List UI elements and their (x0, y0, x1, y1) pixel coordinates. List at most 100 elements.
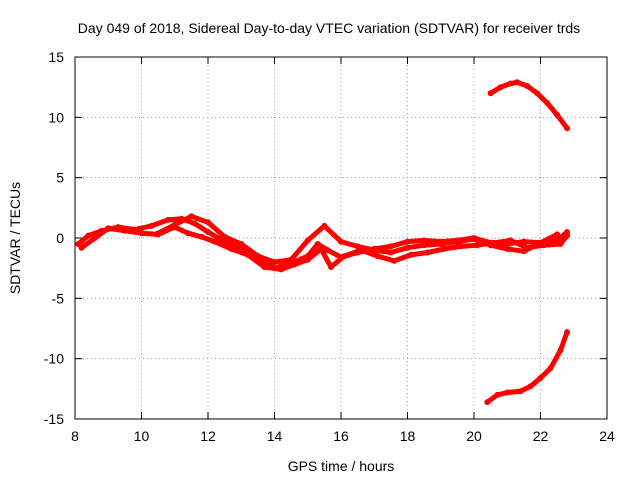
data-point (191, 220, 198, 227)
data-point (471, 236, 477, 243)
data-point (371, 247, 378, 254)
data-point (524, 83, 531, 89)
data-point (484, 399, 491, 406)
data-point (421, 237, 428, 244)
x-tick-label: 20 (466, 428, 482, 444)
data-point (504, 245, 511, 252)
data-point (261, 264, 268, 270)
data-point (537, 375, 544, 381)
x-tick-label: 10 (134, 428, 150, 444)
data-point (205, 229, 211, 235)
data-point (155, 230, 162, 237)
data-point (391, 257, 398, 264)
data-point (198, 233, 205, 240)
data-point (514, 79, 521, 86)
data-point (91, 235, 98, 241)
x-tick-label: 14 (267, 428, 283, 444)
data-point (487, 90, 494, 97)
data-point (457, 243, 464, 250)
data-point (404, 244, 411, 251)
data-point (421, 242, 428, 249)
data-point (304, 237, 311, 244)
series-line-trace-lower (484, 329, 570, 405)
y-tick-label: 10 (48, 109, 64, 125)
x-tick-label: 24 (599, 428, 615, 444)
data-point (517, 388, 524, 395)
data-point (165, 216, 172, 223)
y-tick-label: 15 (48, 49, 64, 65)
axis-ticks: 8 10 12 14 16 18 20 22 24 -15 -10 -5 0 5 10 15 (44, 49, 615, 444)
data-point (105, 225, 112, 232)
data-point (148, 222, 155, 229)
data-point (341, 253, 348, 260)
y-tick-label: 5 (56, 170, 64, 186)
data-point (278, 266, 285, 273)
data-point (374, 253, 381, 260)
data-point (254, 253, 261, 260)
data-point (314, 241, 321, 247)
x-tick-label: 22 (533, 428, 549, 444)
y-tick-label: -5 (52, 290, 65, 306)
data-point (228, 245, 235, 252)
data-point (387, 249, 394, 256)
data-point (504, 389, 511, 396)
data-point (354, 243, 361, 250)
data-point (304, 256, 311, 263)
data-point (454, 238, 461, 245)
y-tick-label: -15 (44, 411, 64, 427)
data-point (534, 90, 541, 97)
data-point (171, 221, 178, 228)
y-tick-label: -10 (44, 351, 64, 367)
data-point (507, 237, 514, 244)
data-point (557, 347, 564, 354)
data-point (221, 233, 228, 240)
x-tick-label: 18 (400, 428, 416, 444)
data-point (474, 242, 481, 249)
data-point (338, 238, 344, 245)
data-point (441, 245, 448, 252)
data-point (271, 259, 278, 266)
grid-lines (75, 57, 607, 419)
data-point (507, 80, 514, 87)
data-point (527, 383, 534, 390)
data-point (78, 244, 85, 251)
data-point (537, 239, 544, 246)
data-point (437, 241, 444, 247)
data-point (407, 251, 414, 258)
data-point (288, 256, 295, 263)
data-point (185, 230, 192, 237)
data-point (324, 247, 331, 254)
data-point (328, 264, 334, 270)
x-tick-label: 16 (333, 428, 349, 444)
data-point (238, 241, 245, 247)
x-axis-label: GPS time / hours (288, 458, 395, 474)
chart-title: Day 049 of 2018, Sidereal Day-to-day VTE… (78, 20, 580, 36)
data-point (404, 238, 411, 245)
data-point (487, 242, 494, 249)
data-point (244, 251, 251, 258)
data-point (85, 232, 92, 239)
data-point (494, 391, 501, 398)
data-point (564, 329, 571, 336)
series-group (75, 79, 571, 406)
y-tick-label: 0 (56, 230, 64, 246)
data-point (520, 248, 527, 255)
data-point (557, 241, 564, 247)
y-axis-label: SDTVAR / TECUs (7, 182, 23, 294)
x-tick-label: 8 (71, 428, 79, 444)
data-point (544, 99, 551, 106)
data-point (318, 245, 325, 252)
data-point (121, 227, 128, 234)
data-point (554, 231, 561, 238)
data-point (564, 232, 571, 239)
data-point (564, 125, 571, 132)
data-point (387, 243, 394, 250)
data-point (205, 219, 211, 226)
data-point (424, 249, 431, 256)
data-point (291, 261, 298, 268)
data-point (554, 111, 561, 118)
data-point (188, 213, 195, 220)
data-point (211, 238, 218, 245)
data-point (321, 222, 328, 229)
data-point (497, 84, 504, 91)
